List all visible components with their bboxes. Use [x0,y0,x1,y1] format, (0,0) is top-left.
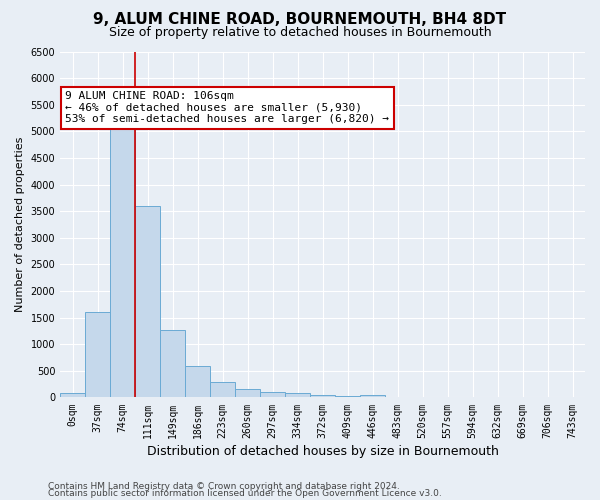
Bar [185,366,210,398]
Bar [160,330,185,398]
Bar [260,392,285,398]
Text: Contains HM Land Registry data © Crown copyright and database right 2024.: Contains HM Land Registry data © Crown c… [48,482,400,491]
Bar [310,395,335,398]
Bar [235,389,260,398]
Text: Contains public sector information licensed under the Open Government Licence v3: Contains public sector information licen… [48,489,442,498]
Bar [360,395,385,398]
Bar [110,126,135,398]
Text: 9 ALUM CHINE ROAD: 106sqm
← 46% of detached houses are smaller (5,930)
53% of se: 9 ALUM CHINE ROAD: 106sqm ← 46% of detac… [65,92,389,124]
Bar [335,396,360,398]
Bar [135,206,160,398]
Text: Size of property relative to detached houses in Bournemouth: Size of property relative to detached ho… [109,26,491,39]
Bar [85,312,110,398]
X-axis label: Distribution of detached houses by size in Bournemouth: Distribution of detached houses by size … [146,444,499,458]
Bar [285,394,310,398]
Text: 9, ALUM CHINE ROAD, BOURNEMOUTH, BH4 8DT: 9, ALUM CHINE ROAD, BOURNEMOUTH, BH4 8DT [94,12,506,28]
Bar [60,394,85,398]
Y-axis label: Number of detached properties: Number of detached properties [15,137,25,312]
Bar [210,382,235,398]
